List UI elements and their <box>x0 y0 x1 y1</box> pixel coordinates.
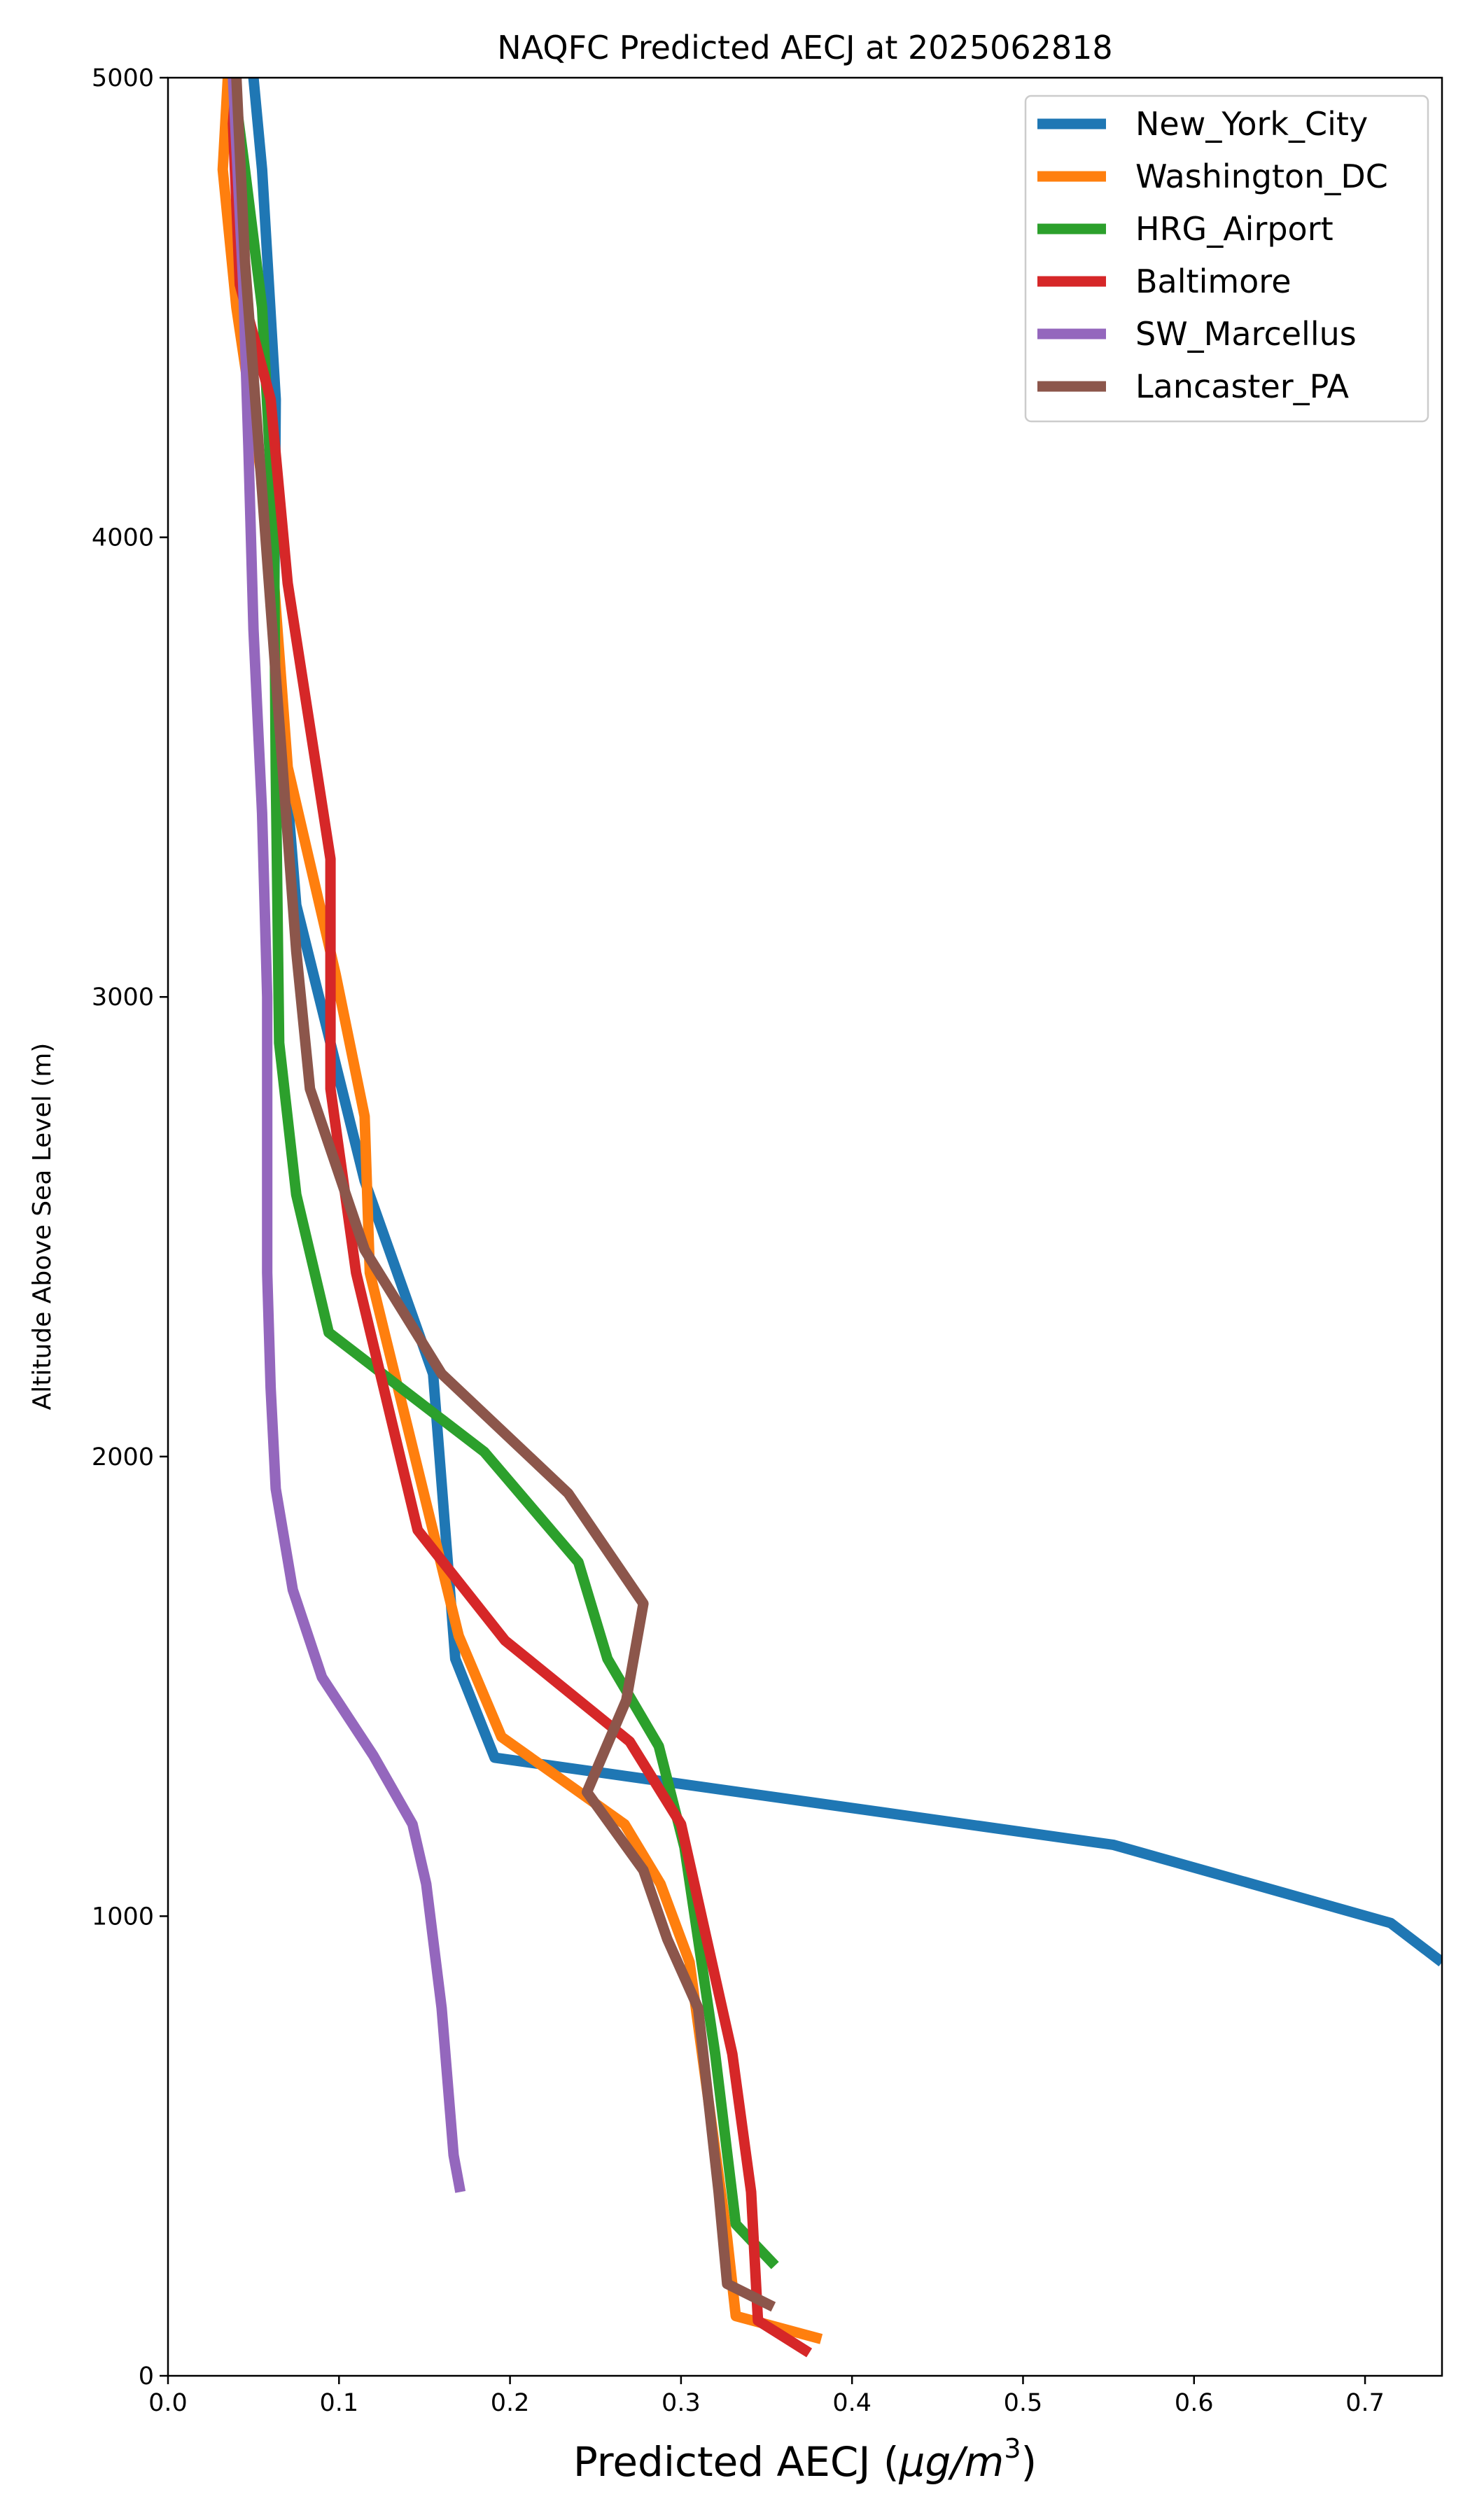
x-axis-label-unit: μg/m <box>899 2438 1004 2486</box>
legend-frame <box>1024 94 1429 423</box>
x-tick-label: 0.5 <box>1004 2389 1043 2417</box>
x-tick-label: 0.1 <box>319 2389 358 2417</box>
x-tick-label: 0.2 <box>491 2389 530 2417</box>
x-axis: 0.0 0.1 0.2 0.3 0.4 0.5 0.6 0.7 <box>148 2376 1385 2417</box>
y-axis-label: Altitude Above Sea Level (m) <box>28 1043 57 1410</box>
series-line-sw-marcellus <box>227 78 466 2193</box>
x-axis-label: Predicted AECJ (μg/m3) <box>573 2433 1037 2486</box>
x-axis-label-main: Predicted AECJ ( <box>573 2438 899 2486</box>
x-axis-label-close: ) <box>1021 2438 1037 2486</box>
x-axis-label-superscript: 3 <box>1004 2433 1021 2464</box>
legend-label-sw-marcellus: SW_Marcellus <box>1135 315 1357 353</box>
chart-title: NAQFC Predicted AECJ at 2025062818 <box>497 29 1112 66</box>
y-tick-label: 0 <box>139 2362 154 2390</box>
x-tick-label: 0.4 <box>832 2389 872 2417</box>
y-tick-label: 3000 <box>92 983 154 1011</box>
legend-label-hrg-airport: HRG_Airport <box>1135 210 1334 248</box>
legend-label-new-york-city: New_York_City <box>1135 105 1368 143</box>
y-tick-label: 2000 <box>92 1443 154 1471</box>
y-tick-label: 4000 <box>92 524 154 552</box>
series-line-lancaster-pa <box>231 78 776 2312</box>
y-tick-label: 5000 <box>92 64 154 92</box>
y-axis: 0 1000 2000 3000 4000 5000 <box>92 64 168 2390</box>
legend-label-baltimore: Baltimore <box>1135 262 1292 300</box>
legend: New_York_City Washington_DC HRG_Airport Bal… <box>1024 94 1429 423</box>
series-layer <box>217 78 1442 2358</box>
series-line-new-york-city <box>248 78 1442 1967</box>
x-tick-label: 0.6 <box>1175 2389 1214 2417</box>
x-tick-label: 0.3 <box>662 2389 701 2417</box>
legend-label-lancaster-pa: Lancaster_PA <box>1135 368 1349 405</box>
x-tick-label: 0.0 <box>148 2389 188 2417</box>
plot-frame <box>167 76 1443 2377</box>
y-tick-label: 1000 <box>92 1903 154 1931</box>
x-tick-label: 0.7 <box>1345 2389 1385 2417</box>
legend-label-washington-dc: Washington_DC <box>1135 158 1388 195</box>
